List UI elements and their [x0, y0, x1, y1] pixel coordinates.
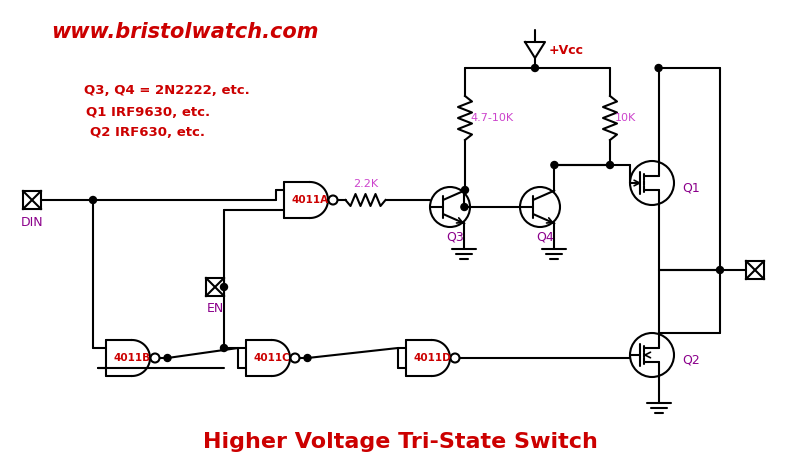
Bar — [206, 278, 224, 296]
Bar — [23, 191, 41, 209]
Circle shape — [717, 267, 723, 273]
Text: Q2 IRF630, etc.: Q2 IRF630, etc. — [90, 125, 206, 138]
Text: Q2: Q2 — [682, 354, 700, 366]
Text: 4011B: 4011B — [114, 353, 150, 363]
Text: Q3: Q3 — [446, 230, 464, 244]
Circle shape — [531, 65, 538, 71]
Text: +Vcc: +Vcc — [549, 44, 584, 56]
Circle shape — [461, 203, 468, 211]
Text: 2.2K: 2.2K — [353, 179, 378, 189]
Circle shape — [221, 284, 227, 290]
Text: 4011D: 4011D — [413, 353, 451, 363]
Circle shape — [304, 354, 311, 361]
Text: 4.7-10K: 4.7-10K — [470, 113, 513, 123]
Text: Q1 IRF9630, etc.: Q1 IRF9630, etc. — [86, 105, 210, 119]
Circle shape — [606, 162, 614, 169]
Bar — [746, 261, 764, 279]
Text: 4011A: 4011A — [291, 195, 329, 205]
Text: www.bristolwatch.com: www.bristolwatch.com — [51, 22, 318, 42]
Circle shape — [462, 186, 469, 193]
Text: 10K: 10K — [615, 113, 636, 123]
Text: Q1: Q1 — [682, 181, 700, 195]
Text: Higher Voltage Tri-State Switch: Higher Voltage Tri-State Switch — [202, 432, 598, 452]
Circle shape — [655, 65, 662, 71]
Circle shape — [551, 162, 558, 169]
Text: Q4: Q4 — [536, 230, 554, 244]
Text: 4011C: 4011C — [254, 353, 290, 363]
Text: DIN: DIN — [21, 216, 43, 229]
Circle shape — [90, 196, 97, 203]
Circle shape — [221, 344, 227, 351]
Text: Q3, Q4 = 2N2222, etc.: Q3, Q4 = 2N2222, etc. — [84, 83, 250, 97]
Text: EN: EN — [206, 302, 224, 316]
Circle shape — [164, 354, 171, 361]
